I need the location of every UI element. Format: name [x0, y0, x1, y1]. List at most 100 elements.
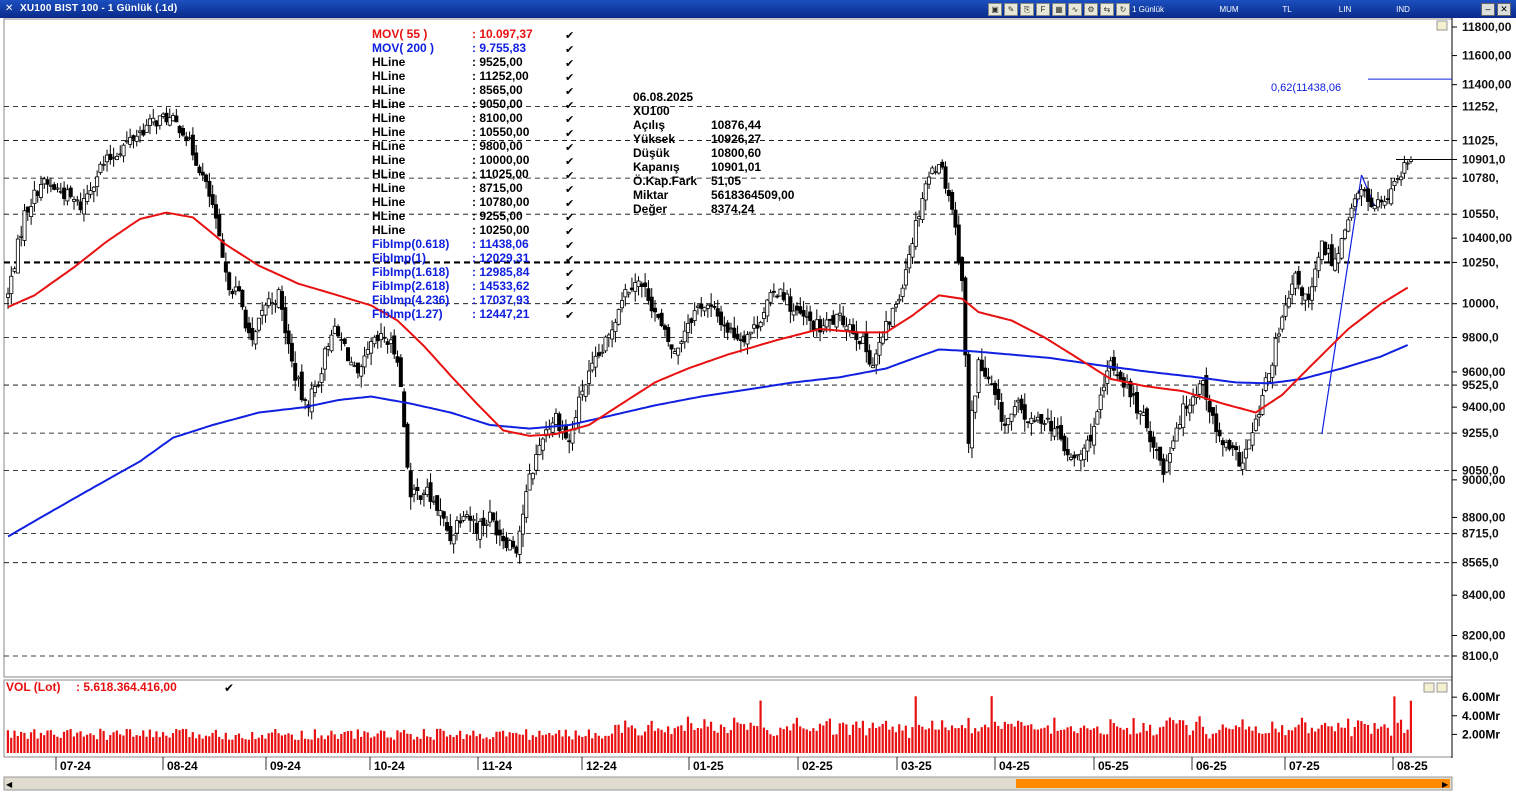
candle-body — [210, 194, 215, 205]
indicator-check-icon[interactable]: ✔ — [565, 43, 574, 56]
candle-body — [752, 324, 757, 329]
linear-button[interactable]: LIN — [1338, 4, 1352, 14]
volume-bar — [145, 736, 148, 753]
volume-bar — [383, 731, 386, 753]
indicator-check-icon[interactable]: ✔ — [565, 309, 574, 322]
close-button[interactable]: ✕ — [1497, 3, 1511, 16]
candle-body — [309, 388, 314, 413]
volume-bar — [92, 735, 95, 753]
volume-bar — [647, 724, 650, 753]
candle-body — [834, 313, 839, 328]
volume-pane-close-icon[interactable] — [1436, 682, 1448, 693]
volume-check-icon[interactable]: ✔ — [224, 681, 234, 695]
zoom-icon[interactable]: ▣ — [988, 3, 1002, 16]
volume-pane-restore-icon[interactable] — [1423, 682, 1435, 693]
date-axis: 07-24 08-24 09-24 10-24 11-24 12-24 01-25 02-25… — [55, 757, 1428, 773]
candle-button[interactable]: MUM — [1219, 4, 1239, 14]
volume-bar — [270, 732, 274, 753]
candle-body — [42, 178, 47, 185]
scrollbar-thumb[interactable] — [1016, 779, 1450, 788]
volume-bar — [960, 725, 964, 753]
indicator-check-icon[interactable]: ✔ — [565, 183, 574, 196]
candle-body — [1062, 435, 1067, 452]
fundamental-icon[interactable]: F — [1036, 3, 1050, 16]
candle-body — [1296, 270, 1301, 285]
candle-body — [428, 482, 433, 502]
indicator-check-icon[interactable]: ✔ — [565, 225, 574, 238]
indicator-check-icon[interactable]: ✔ — [565, 211, 574, 224]
volume-bar — [178, 730, 181, 753]
minimize-button[interactable]: – — [1481, 3, 1495, 16]
volume-bar — [841, 722, 845, 753]
price-tick-label: 11600,00 — [1462, 49, 1512, 63]
candle-body — [85, 193, 90, 202]
indicator-check-icon[interactable]: ✔ — [565, 85, 574, 98]
candle-body — [1326, 248, 1331, 254]
volume-bar — [310, 739, 313, 753]
candle-body — [1144, 408, 1149, 429]
indicator-check-icon[interactable]: ✔ — [565, 239, 574, 252]
candle-body — [884, 320, 889, 340]
indicator-check-icon[interactable]: ✔ — [565, 267, 574, 280]
volume-bar — [221, 739, 224, 753]
settings-icon[interactable]: ⚙ — [1084, 3, 1098, 16]
indicator-check-icon[interactable]: ✔ — [565, 155, 574, 168]
candle-body — [375, 334, 380, 342]
scroll-left-icon[interactable]: ◀ — [6, 780, 13, 789]
grid-icon[interactable]: ▦ — [1052, 3, 1066, 16]
price-pane-button-icon[interactable] — [1436, 20, 1448, 31]
indicator-value: : 9255,00 — [472, 209, 523, 223]
navigate-icon[interactable]: ⇆ — [1100, 3, 1114, 16]
indicator-button[interactable]: IND — [1396, 4, 1410, 14]
indicator-check-icon[interactable]: ✔ — [565, 253, 574, 266]
info-value: 5618364509,00 — [711, 188, 795, 202]
volume-bar — [1330, 726, 1333, 753]
volume-bar — [861, 720, 865, 753]
indicator-check-icon[interactable]: ✔ — [565, 295, 574, 308]
refresh-icon[interactable]: ↻ — [1116, 3, 1130, 16]
volume-bar — [416, 736, 419, 753]
candle-body — [1240, 462, 1245, 470]
candle-body — [1210, 407, 1215, 416]
period-label[interactable]: 1 Günlük — [1132, 4, 1165, 14]
volume-bar — [891, 726, 894, 753]
volume-bar — [1185, 724, 1188, 753]
volume-bar — [1023, 725, 1026, 753]
candle-body — [616, 309, 621, 325]
tl-button[interactable]: TL — [1282, 4, 1292, 14]
volume-bar — [6, 730, 9, 753]
volume-bar — [165, 735, 168, 753]
volume-bar — [1013, 726, 1016, 753]
indicator-icon[interactable]: ∿ — [1068, 3, 1082, 16]
candle-body — [791, 310, 796, 316]
volume-bar — [1271, 721, 1274, 753]
volume-bar — [366, 732, 369, 753]
indicator-check-icon[interactable]: ✔ — [565, 29, 574, 42]
candle-body — [662, 325, 667, 330]
indicator-name: FibImp(1.27) — [372, 307, 443, 321]
volume-bar — [105, 739, 109, 753]
copy-icon[interactable]: ⎘ — [1020, 3, 1034, 16]
volume-bar — [601, 738, 604, 753]
candle-body — [118, 153, 123, 156]
indicator-check-icon[interactable]: ✔ — [565, 127, 574, 140]
chart-canvas[interactable]: 0,62(11438,06 8100,0 8200,00 8400,00 8565,0… — [0, 18, 1516, 794]
scroll-right-icon[interactable]: ▶ — [1442, 780, 1449, 789]
indicator-check-icon[interactable]: ✔ — [565, 169, 574, 182]
indicator-check-icon[interactable]: ✔ — [565, 99, 574, 112]
indicator-check-icon[interactable]: ✔ — [565, 141, 574, 154]
system-menu-icon[interactable]: ✕ — [5, 3, 14, 14]
indicator-check-icon[interactable]: ✔ — [565, 197, 574, 210]
volume-tick-label: 6.00Mr — [1462, 690, 1500, 704]
pen-icon[interactable]: ✎ — [1004, 3, 1018, 16]
volume-bar — [59, 737, 62, 753]
candle-body — [431, 500, 436, 503]
indicator-check-icon[interactable]: ✔ — [565, 57, 574, 70]
price-pane[interactable] — [3, 18, 1453, 678]
candle-body — [1333, 258, 1338, 271]
indicator-check-icon[interactable]: ✔ — [565, 113, 574, 126]
candle-body — [412, 488, 417, 495]
indicator-check-icon[interactable]: ✔ — [565, 281, 574, 294]
volume-bar — [1337, 722, 1340, 753]
indicator-check-icon[interactable]: ✔ — [565, 71, 574, 84]
